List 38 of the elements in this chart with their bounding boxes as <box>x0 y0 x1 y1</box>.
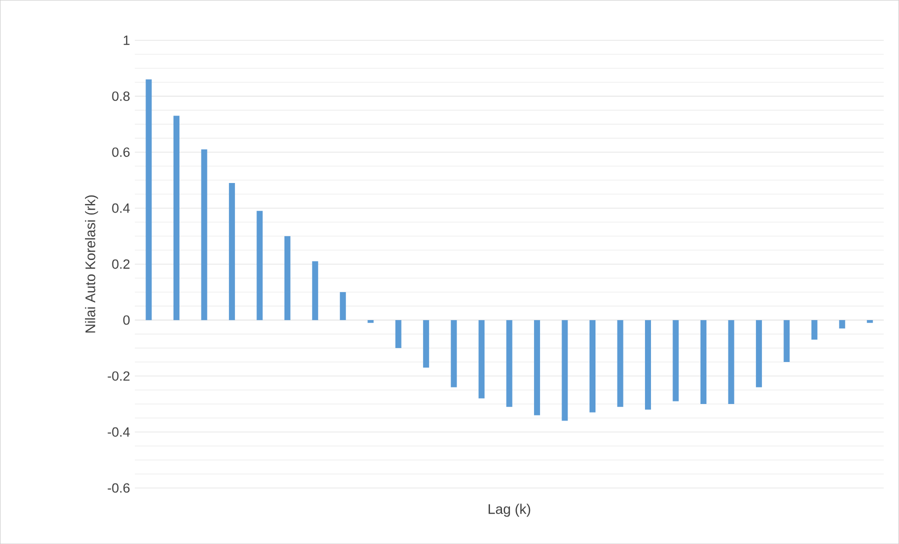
y-axis-title: Nilai Auto Korelasi (rk) <box>85 195 98 332</box>
y-tick-label: -0.6 <box>108 483 130 493</box>
bar <box>340 292 346 320</box>
bar <box>811 320 818 340</box>
bar <box>256 210 263 320</box>
bar <box>478 320 485 398</box>
bar <box>368 320 374 323</box>
bar <box>756 320 762 388</box>
bar <box>617 320 624 407</box>
bar <box>562 320 568 421</box>
bar <box>395 320 402 348</box>
bar <box>866 320 873 323</box>
y-tick-label: 1 <box>124 36 130 45</box>
y-tick-label: 0.6 <box>112 147 130 157</box>
bar <box>839 320 846 328</box>
bar <box>506 320 512 407</box>
bar <box>700 320 706 404</box>
y-tick-label: 0.8 <box>112 91 130 101</box>
bar <box>312 261 318 320</box>
bar <box>423 320 430 368</box>
x-axis-title: Lag (k) <box>488 504 530 517</box>
bar <box>146 79 152 320</box>
bar <box>284 236 290 320</box>
y-tick-label: -0.2 <box>108 371 130 381</box>
y-tick-label: -0.4 <box>108 427 130 437</box>
bar <box>534 320 540 416</box>
bar <box>784 320 790 362</box>
bar <box>450 320 457 388</box>
y-tick-label: 0.4 <box>112 203 130 213</box>
bar <box>173 116 180 320</box>
bar <box>201 149 208 320</box>
bar <box>672 320 679 402</box>
bar <box>644 320 651 410</box>
bar <box>728 320 734 404</box>
y-tick-label: 0.2 <box>112 259 130 269</box>
y-tick-label: 0 <box>123 315 130 325</box>
bar <box>590 320 596 412</box>
bar <box>228 182 235 320</box>
